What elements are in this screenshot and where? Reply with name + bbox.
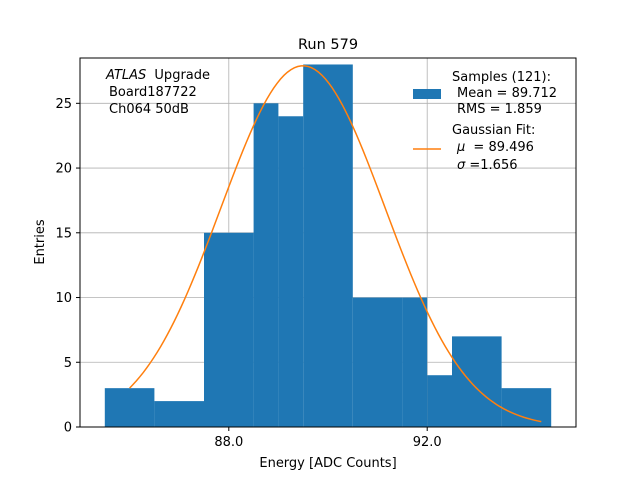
legend: Samples (121): Mean = 89.712 RMS = 1.859… [413, 70, 557, 173]
legend-fit-sigma: σ =1.656 [457, 158, 518, 173]
legend-fit-mu-value: = 89.496 [473, 140, 534, 155]
histogram-bar [452, 336, 502, 427]
axis-ticks: 0 5 10 15 20 25 88.0 92.0 [55, 97, 441, 450]
histogram-bar [303, 64, 353, 427]
legend-samples-line-2: Mean = 89.712 [457, 86, 557, 101]
legend-fit-mu: μ = 89.496 [456, 140, 534, 155]
histogram-bar [427, 375, 452, 427]
annotation-line-1-text: Upgrade [154, 68, 210, 83]
annotation-line-1: ATLAS Upgrade [105, 68, 210, 83]
annotation-line-3: Ch064 50dB [109, 102, 189, 117]
legend-fit-sigma-symbol: σ [457, 158, 466, 173]
histogram-bar [402, 297, 428, 427]
histogram-bar [104, 388, 155, 427]
atlas-annotation: ATLAS Upgrade Board187722 Ch064 50dB [105, 68, 210, 117]
legend-samples-swatch [413, 89, 441, 99]
histogram-bar [278, 116, 304, 428]
y-tick-label: 20 [55, 162, 72, 177]
legend-samples-line-3: RMS = 1.859 [457, 102, 542, 117]
histogram-bar [501, 388, 552, 427]
annotation-line-2: Board187722 [109, 85, 197, 100]
y-tick-label: 25 [55, 97, 72, 112]
gaussian-fit-line [129, 65, 542, 423]
y-tick-label: 10 [55, 291, 72, 306]
legend-fit-sigma-value: =1.656 [469, 158, 517, 173]
histogram-bar [204, 232, 254, 427]
y-tick-label: 0 [64, 421, 72, 436]
chart-title: Run 579 [298, 37, 358, 53]
y-axis-label: Entries [33, 219, 48, 265]
plot-frame [79, 57, 577, 428]
legend-fit-mu-symbol: μ [456, 140, 465, 155]
histogram-bar [253, 103, 279, 427]
y-tick-label: 5 [64, 356, 72, 371]
annotation-italic-prefix: ATLAS [105, 68, 146, 83]
legend-fit-title: Gaussian Fit: [452, 123, 535, 138]
x-tick-label: 92.0 [413, 435, 442, 450]
legend-samples-line-1: Samples (121): [452, 70, 551, 85]
y-tick-label: 15 [55, 226, 72, 241]
gaussian-fit-curve [129, 65, 542, 423]
histogram-bar [352, 297, 403, 427]
histogram-bar [154, 401, 204, 427]
histogram-bars [104, 64, 552, 428]
x-axis-label: Energy [ADC Counts] [259, 456, 396, 471]
x-tick-label: 88.0 [214, 435, 243, 450]
